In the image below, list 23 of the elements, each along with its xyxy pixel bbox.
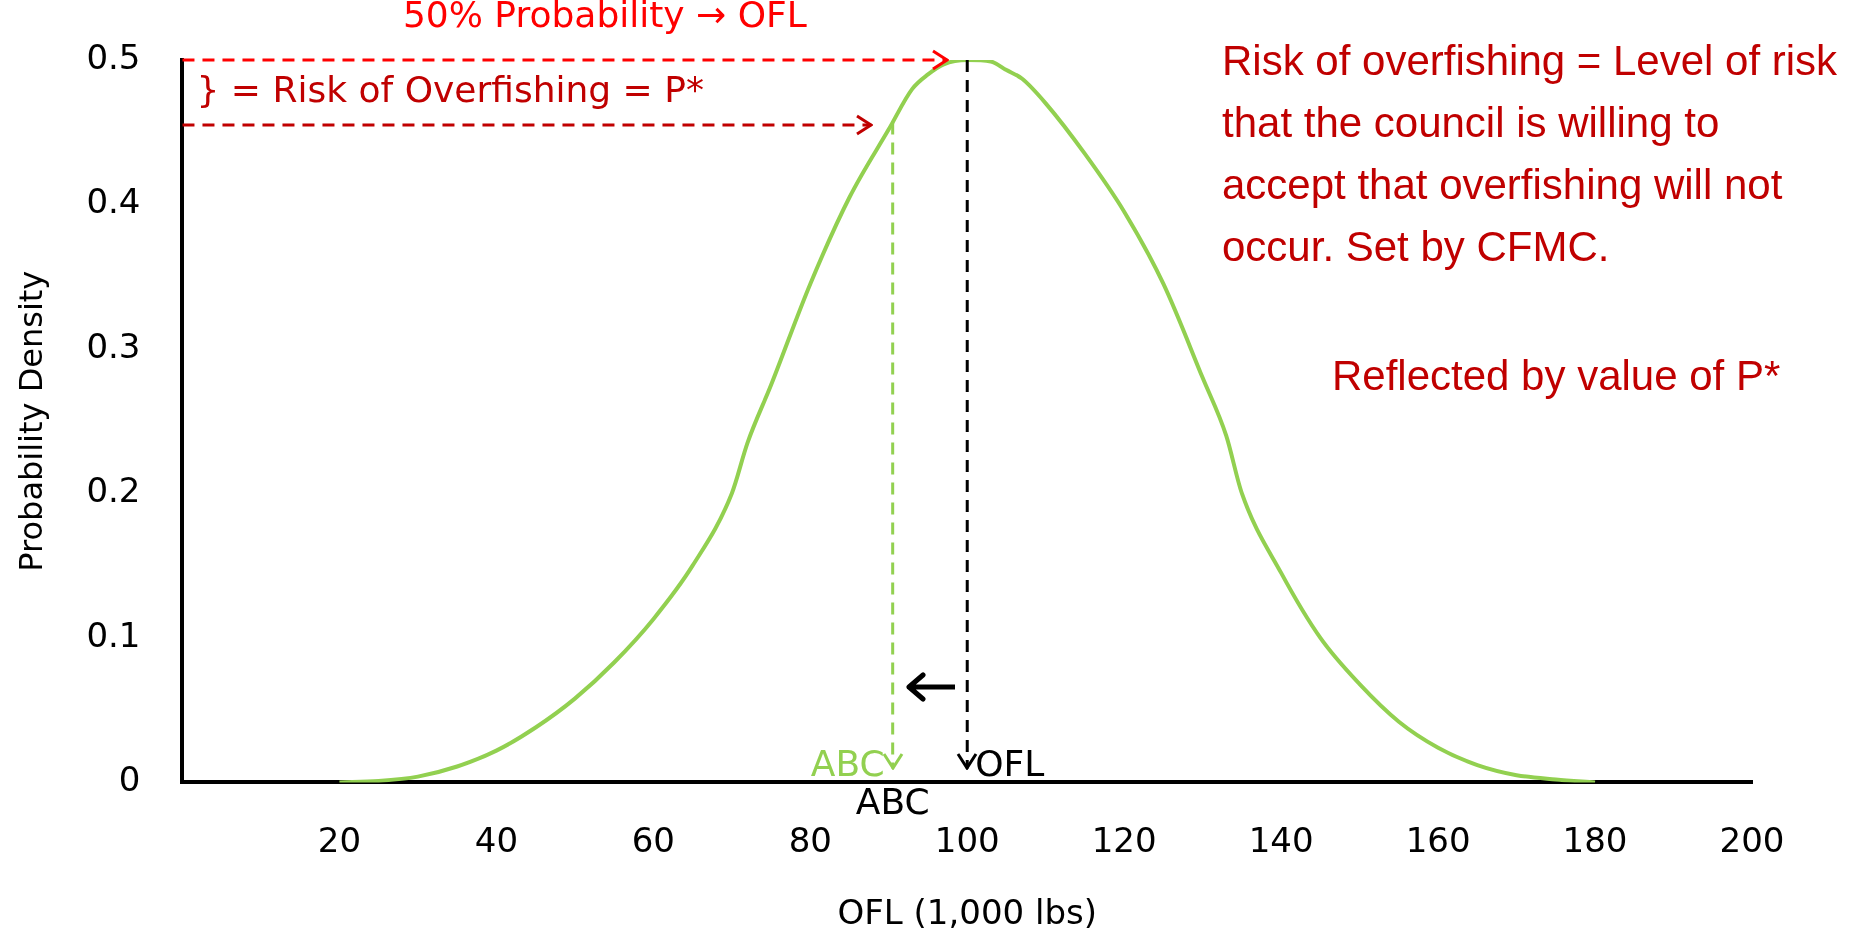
x-tick-label: 180: [1562, 819, 1628, 860]
x-tick-label: 40: [474, 819, 519, 860]
x-tick-label: 140: [1248, 819, 1314, 860]
y-tick-label: 0.4: [86, 181, 141, 222]
y-tick-label: 0.1: [86, 614, 141, 655]
annotation: Risk of overfishing = Level of risk that the council is willing to accept that overfishing will not occur. Set by CFMC.: [1222, 36, 1839, 272]
ref-line-label: 50% Probability → OFL: [402, 0, 807, 36]
y-tick-label: 0: [118, 759, 141, 800]
ref-line-label: OFL: [975, 742, 1045, 784]
y-axis-title: Probability Density: [11, 270, 50, 572]
x-tick-label: 120: [1091, 819, 1157, 860]
x-tick-label: 160: [1405, 819, 1471, 860]
ref-line-label: } = Risk of Overfishing = P*: [196, 68, 704, 110]
x-axis-title: OFL (1,000 lbs): [837, 892, 1097, 933]
x-tick-label: 60: [631, 819, 675, 860]
x-tick-label: 80: [788, 819, 832, 860]
y-tick-label: 0.2: [86, 470, 141, 511]
annotation: Reflected by value of P*: [1332, 351, 1781, 401]
y-tick-label: 0.3: [86, 325, 141, 366]
y-tick-label: 0.5: [86, 36, 141, 77]
x-tick-label: 200: [1719, 819, 1785, 860]
x-tick-label: 100: [934, 819, 1000, 860]
x-tick-label: 20: [317, 819, 362, 860]
